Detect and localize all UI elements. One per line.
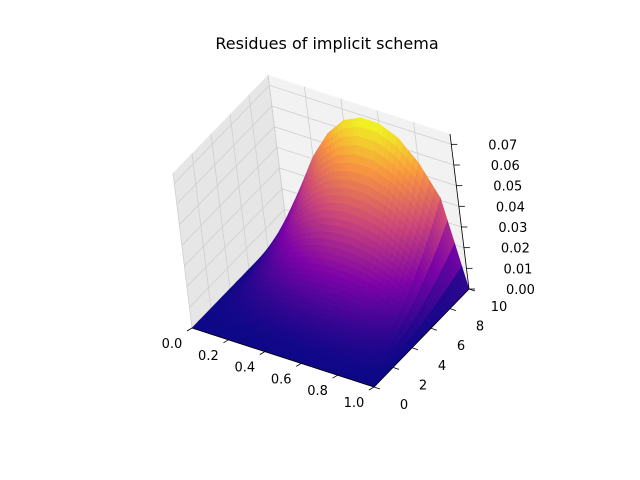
y-tick-mark: [392, 367, 400, 370]
x-tick-label: 1.0: [344, 396, 365, 411]
x-tick-label: 0.8: [307, 384, 328, 399]
z-tick-label: 0.05: [493, 180, 522, 195]
y-tick-label: 4: [438, 359, 446, 374]
y-axis-line: [373, 288, 470, 388]
x-tick-label: 0.4: [234, 361, 255, 376]
left-pane: [173, 75, 287, 328]
z-tick-label: 0.07: [488, 138, 517, 153]
y-tick-mark: [430, 327, 438, 331]
z-tick-label: 0.01: [504, 262, 533, 277]
x-axis-line: [191, 327, 375, 388]
x-tick-mark: [295, 363, 302, 367]
x-tick-label: 0.0: [162, 337, 183, 352]
z-tick-label: 0.03: [498, 221, 527, 236]
y-tick-label: 10: [491, 300, 508, 315]
y-tick-label: 2: [419, 378, 427, 393]
y-tick-mark: [373, 386, 381, 390]
x-tick-mark: [186, 327, 193, 332]
y-tick-mark: [449, 308, 457, 311]
x-tick-mark: [368, 386, 375, 391]
y-tick-label: 0: [400, 398, 408, 413]
chart-title: Residues of implicit schema: [215, 34, 438, 53]
x-tick-mark: [259, 351, 266, 355]
y-tick-label: 8: [476, 320, 484, 335]
y-tick-label: 6: [457, 339, 465, 354]
z-tick-label: 0.02: [501, 242, 530, 257]
x-tick-label: 0.2: [198, 349, 219, 364]
x-tick-mark: [223, 339, 229, 344]
z-axis-line: [449, 133, 470, 290]
z-tick-label: 0.00: [506, 283, 535, 298]
z-tick-label: 0.06: [491, 159, 520, 174]
z-tick-label: 0.04: [496, 200, 525, 215]
x-tick-label: 0.6: [271, 372, 292, 387]
x-tick-mark: [332, 374, 338, 379]
surface-mesh: [191, 117, 470, 388]
axis-lines: [191, 133, 470, 388]
z-gridline: [174, 84, 452, 184]
y-tick-mark: [411, 347, 419, 351]
